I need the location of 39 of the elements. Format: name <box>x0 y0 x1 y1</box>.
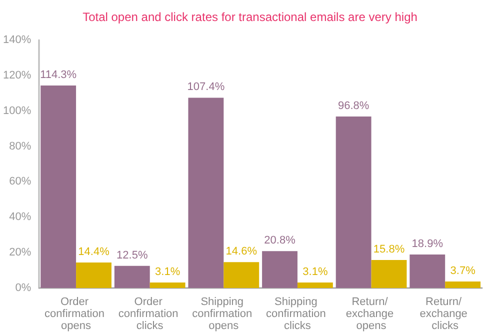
bar <box>188 98 224 288</box>
data-label: 114.3% <box>40 69 77 82</box>
data-label: 96.8% <box>338 100 370 112</box>
bar <box>224 262 260 288</box>
data-label: 14.6% <box>226 246 258 258</box>
data-label: 3.7% <box>450 264 476 277</box>
bar <box>371 260 407 288</box>
y-tick-label: 80% <box>9 140 32 152</box>
data-label: 12.5% <box>116 249 148 262</box>
data-label: 3.1% <box>302 266 328 278</box>
bar <box>297 282 333 288</box>
x-tick-label: Order confirmation opens <box>44 296 108 332</box>
data-label: 107.4% <box>187 81 225 94</box>
x-tick-label: Shipping confirmation clicks <box>266 296 329 332</box>
y-tick-label: 0% <box>15 282 32 294</box>
bar <box>445 281 481 288</box>
y-tick-label: 140% <box>2 34 32 46</box>
x-tick-label: Order confirmation clicks <box>118 296 182 332</box>
x-tick-label: Shipping confirmation opens <box>192 296 256 332</box>
bar <box>114 266 150 288</box>
bar <box>150 282 186 288</box>
bar <box>40 86 76 288</box>
y-tick-label: 40% <box>9 211 32 224</box>
bar <box>76 262 112 288</box>
data-label: 18.9% <box>412 238 444 250</box>
bar <box>410 254 446 288</box>
x-tick-label: Return/ exchange clicks <box>420 296 470 332</box>
bar <box>336 116 372 288</box>
data-label: 15.8% <box>373 244 405 256</box>
data-label: 3.1% <box>155 266 180 278</box>
x-tick-label: Return/ exchange opens <box>346 296 397 332</box>
y-tick-label: 60% <box>9 176 32 188</box>
y-tick-label: 100% <box>2 104 32 117</box>
y-tick-label: 120% <box>2 69 32 82</box>
data-label: 14.4% <box>78 246 110 258</box>
data-label: 20.8% <box>264 234 296 247</box>
bar <box>262 251 298 288</box>
y-tick-label: 20% <box>9 246 32 259</box>
chart-title: Total open and click rates for transactional emails are very high <box>82 10 418 24</box>
